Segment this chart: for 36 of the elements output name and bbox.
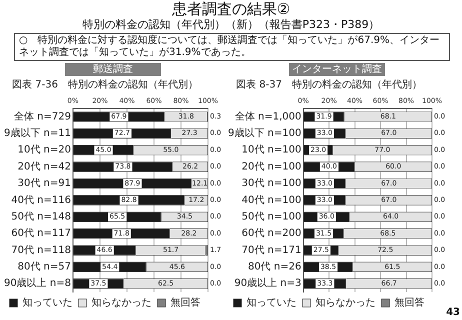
- chart-title: 図表 8-37 特別の料金の認知（年代別）: [236, 78, 422, 91]
- legend-label: 無回答: [394, 296, 424, 309]
- y-tick-label: 90歳以上 n=8: [4, 277, 71, 290]
- chart-subtitle: 郵送調査: [65, 63, 161, 76]
- y-tick-label: 9歳以下 n=11: [4, 127, 71, 140]
- y-tick-label: 70代 n=118: [11, 244, 71, 256]
- text: 患者調査の結果②: [170, 0, 292, 18]
- y-tick-label: 全体 n=729: [14, 110, 71, 122]
- y-tick-label: 40代 n=100: [242, 194, 302, 206]
- text: 特別の料金の認知（年代別）（新）（報告書P323・P389）: [81, 18, 381, 31]
- y-tick-label: 70代 n=171: [242, 244, 302, 256]
- y-tick-label: 30代 n=100: [242, 178, 302, 190]
- chart-subtitle: インターネット調査: [289, 63, 385, 76]
- legend-label: 知らなかった: [92, 296, 152, 309]
- text: 43: [446, 307, 460, 318]
- y-tick-label: 10代 n=100: [242, 144, 302, 156]
- y-tick-label: 9歳以下 n=100: [228, 127, 302, 140]
- legend-label: 知っていた: [246, 296, 296, 309]
- legend-label: 知っていた: [22, 296, 72, 309]
- y-tick-label: 80代 n=26: [248, 262, 302, 273]
- y-tick-label: 全体 n=1,000: [234, 110, 302, 122]
- y-tick-label: 20代 n=42: [18, 161, 71, 172]
- legend-label: 無回答: [170, 296, 200, 309]
- y-tick-label: 80代 n=57: [18, 262, 71, 273]
- y-tick-label: 40代 n=116: [11, 194, 71, 206]
- y-tick-label: 50代 n=100: [242, 211, 302, 222]
- y-tick-label: 60代 n=117: [11, 228, 71, 240]
- y-tick-label: 20代 n=100: [242, 161, 302, 172]
- y-tick-label: 60代 n=200: [242, 228, 302, 240]
- y-tick-label: 50代 n=148: [11, 211, 71, 222]
- chart-title: 図表 7-36 特別の料金の認知（年代別）: [12, 78, 198, 91]
- legend-label: 知らなかった: [316, 296, 376, 309]
- y-tick-label: 30代 n=91: [18, 178, 71, 190]
- y-tick-label: 10代 n=20: [18, 144, 71, 156]
- text: ○ 特別の料金に対する認知度については、郵送調査では「知っていた」が67.9%、インターネット調査では「知っていた」が31.9%であった。: [19, 35, 440, 59]
- y-tick-label: 90歳以上 n=3: [234, 277, 302, 290]
